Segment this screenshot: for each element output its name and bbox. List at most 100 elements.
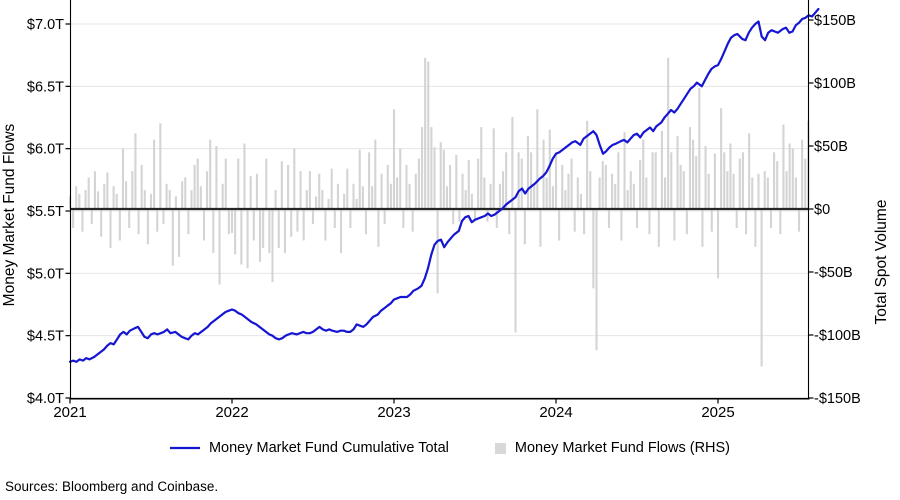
flow-bar: [396, 177, 399, 209]
flow-bar: [533, 183, 536, 209]
flow-bar: [346, 168, 349, 209]
flow-bar: [109, 209, 112, 249]
flow-bar: [115, 193, 118, 209]
flow-bar: [277, 209, 280, 249]
flow-bar: [735, 209, 738, 228]
flow-bar: [648, 209, 651, 235]
flow-bar: [480, 127, 483, 209]
flow-bar: [713, 153, 716, 209]
flow-bar: [299, 171, 302, 209]
flow-bar: [87, 177, 90, 209]
flow-bar: [106, 172, 109, 209]
flow-bar: [293, 148, 296, 209]
flow-bar: [374, 139, 377, 209]
flow-bar: [324, 209, 327, 241]
left-axis-tick-label: $4.5T: [27, 329, 64, 345]
flow-bar: [134, 133, 137, 209]
flow-bar: [424, 57, 427, 209]
flow-bar: [539, 209, 542, 247]
cumulative-line: [68, 7, 820, 363]
right-axis-tick-label: $100B: [814, 76, 856, 92]
flow-bar: [723, 152, 726, 209]
flow-bar: [368, 152, 371, 209]
flow-bar: [710, 209, 713, 232]
flow-bar: [701, 209, 704, 247]
flow-bar: [386, 164, 389, 209]
flow-bar: [785, 171, 788, 209]
flow-bar: [586, 120, 589, 209]
flow-bar: [174, 196, 177, 209]
flow-bar: [125, 181, 128, 209]
flow-bar: [417, 158, 420, 209]
flow-bar: [380, 173, 383, 209]
flow-bar: [570, 158, 573, 209]
flow-bar: [246, 209, 249, 269]
flow-bar: [782, 124, 785, 209]
flow-bar: [794, 177, 797, 209]
legend: Money Market Fund Cumulative Total Money…: [0, 440, 900, 456]
flow-bar: [308, 171, 311, 209]
flow-bar: [355, 198, 358, 209]
flow-bar: [408, 183, 411, 209]
flow-bar: [402, 209, 405, 228]
flow-bar: [162, 209, 165, 225]
flow-bar: [604, 164, 607, 209]
flow-bar: [137, 209, 140, 235]
flow-bar: [495, 209, 498, 228]
x-axis-tick-label: 2024: [539, 404, 572, 421]
flow-bar: [523, 209, 526, 245]
flow-bar: [470, 193, 473, 209]
flow-bar: [389, 183, 392, 209]
flow-bar: [318, 173, 321, 209]
flow-bar: [801, 139, 804, 209]
flow-bar: [707, 173, 710, 209]
flow-bar: [414, 173, 417, 209]
flow-bar: [361, 186, 364, 209]
flow-bar: [704, 146, 707, 209]
flow-bar: [96, 191, 100, 209]
flow-bar: [642, 139, 645, 209]
flow-bar: [744, 209, 748, 235]
flow-bar: [81, 209, 84, 232]
x-axis-tick-label: 2025: [701, 404, 734, 421]
flow-bar: [296, 209, 299, 232]
flow-bar: [467, 159, 470, 209]
flow-bar: [420, 127, 424, 209]
flow-bar: [726, 171, 729, 209]
flow-bar: [305, 190, 308, 209]
flow-bar: [171, 209, 174, 266]
flow-bar: [181, 181, 184, 209]
flow-bar: [732, 173, 735, 209]
flow-bar: [629, 171, 632, 209]
legend-label-fund-flows: Money Market Fund Flows (RHS): [514, 440, 731, 456]
left-axis-tick-label: $5.0T: [27, 266, 64, 282]
flow-bar: [187, 209, 190, 235]
line-swatch-icon: [169, 446, 200, 450]
flow-bar: [729, 143, 732, 209]
flow-bar: [632, 183, 635, 209]
flow-bar: [635, 209, 639, 228]
flow-bar: [589, 171, 592, 209]
flow-bar: [791, 148, 794, 209]
flow-bar: [153, 139, 156, 209]
flow-bar: [339, 209, 343, 254]
flow-bar: [464, 190, 467, 209]
flow-bar: [483, 177, 486, 209]
flow-bar: [405, 164, 408, 209]
flow-bar: [486, 209, 489, 222]
flow-bar: [489, 183, 492, 209]
flow-bar: [321, 190, 324, 209]
flow-bar: [763, 171, 766, 209]
flow-bar: [667, 57, 670, 209]
flow-bar: [579, 193, 582, 209]
flow-bar: [766, 177, 769, 209]
flow-bar: [517, 152, 520, 209]
flow-bar: [224, 158, 227, 209]
right-axis-title: Total Spot Volume: [873, 200, 890, 325]
flow-bar: [769, 209, 773, 228]
left-axis-tick-label: $5.5T: [27, 204, 64, 220]
flow-bar: [558, 209, 561, 241]
flow-bar: [411, 209, 414, 232]
flow-bar: [564, 190, 567, 209]
flow-bar: [445, 186, 449, 209]
